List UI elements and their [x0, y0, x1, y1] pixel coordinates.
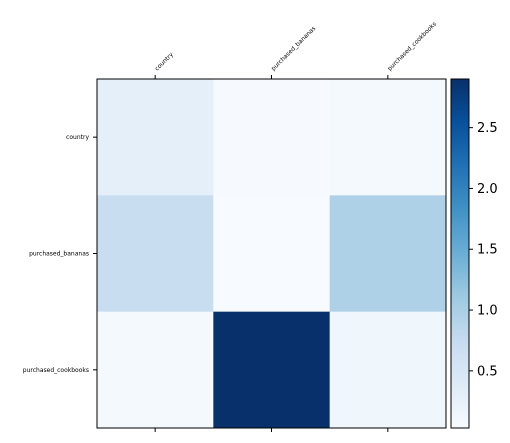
x-tick-label: purchased_bananas [270, 25, 317, 72]
heatmap-cell [329, 311, 447, 429]
heatmap-cell [97, 195, 214, 313]
heatmap-cells [97, 79, 447, 429]
y-tick-label: purchased_cookbooks [23, 367, 89, 374]
heatmap-cell [97, 79, 214, 196]
colorbar-gradient [450, 78, 470, 429]
heatmap-cell [329, 195, 447, 313]
x-tick-label: purchased_cookbooks [386, 21, 438, 73]
heatmap-cell [213, 311, 331, 429]
heatmap-cell [213, 79, 331, 196]
y-tick-label: purchased_bananas [29, 251, 89, 258]
y-axis: country purchased_bananas purchased_cookbo… [23, 134, 97, 374]
colorbar: 0.5 1.0 1.5 2.0 2.5 [450, 78, 498, 429]
heatmap-cell [329, 79, 447, 196]
colorbar-tick-label: 2.5 [477, 121, 498, 136]
y-tick-label: country [66, 134, 89, 141]
heatmap-cell [97, 311, 214, 429]
colorbar-tick-label: 1.5 [477, 243, 498, 258]
colorbar-ticks: 0.5 1.0 1.5 2.0 2.5 [469, 121, 498, 379]
x-tick-label: country [154, 51, 175, 72]
colorbar-tick-label: 2.0 [477, 182, 498, 197]
heatmap-cell [213, 195, 331, 313]
colorbar-tick-label: 0.5 [477, 364, 498, 379]
colorbar-tick-label: 1.0 [477, 304, 498, 319]
